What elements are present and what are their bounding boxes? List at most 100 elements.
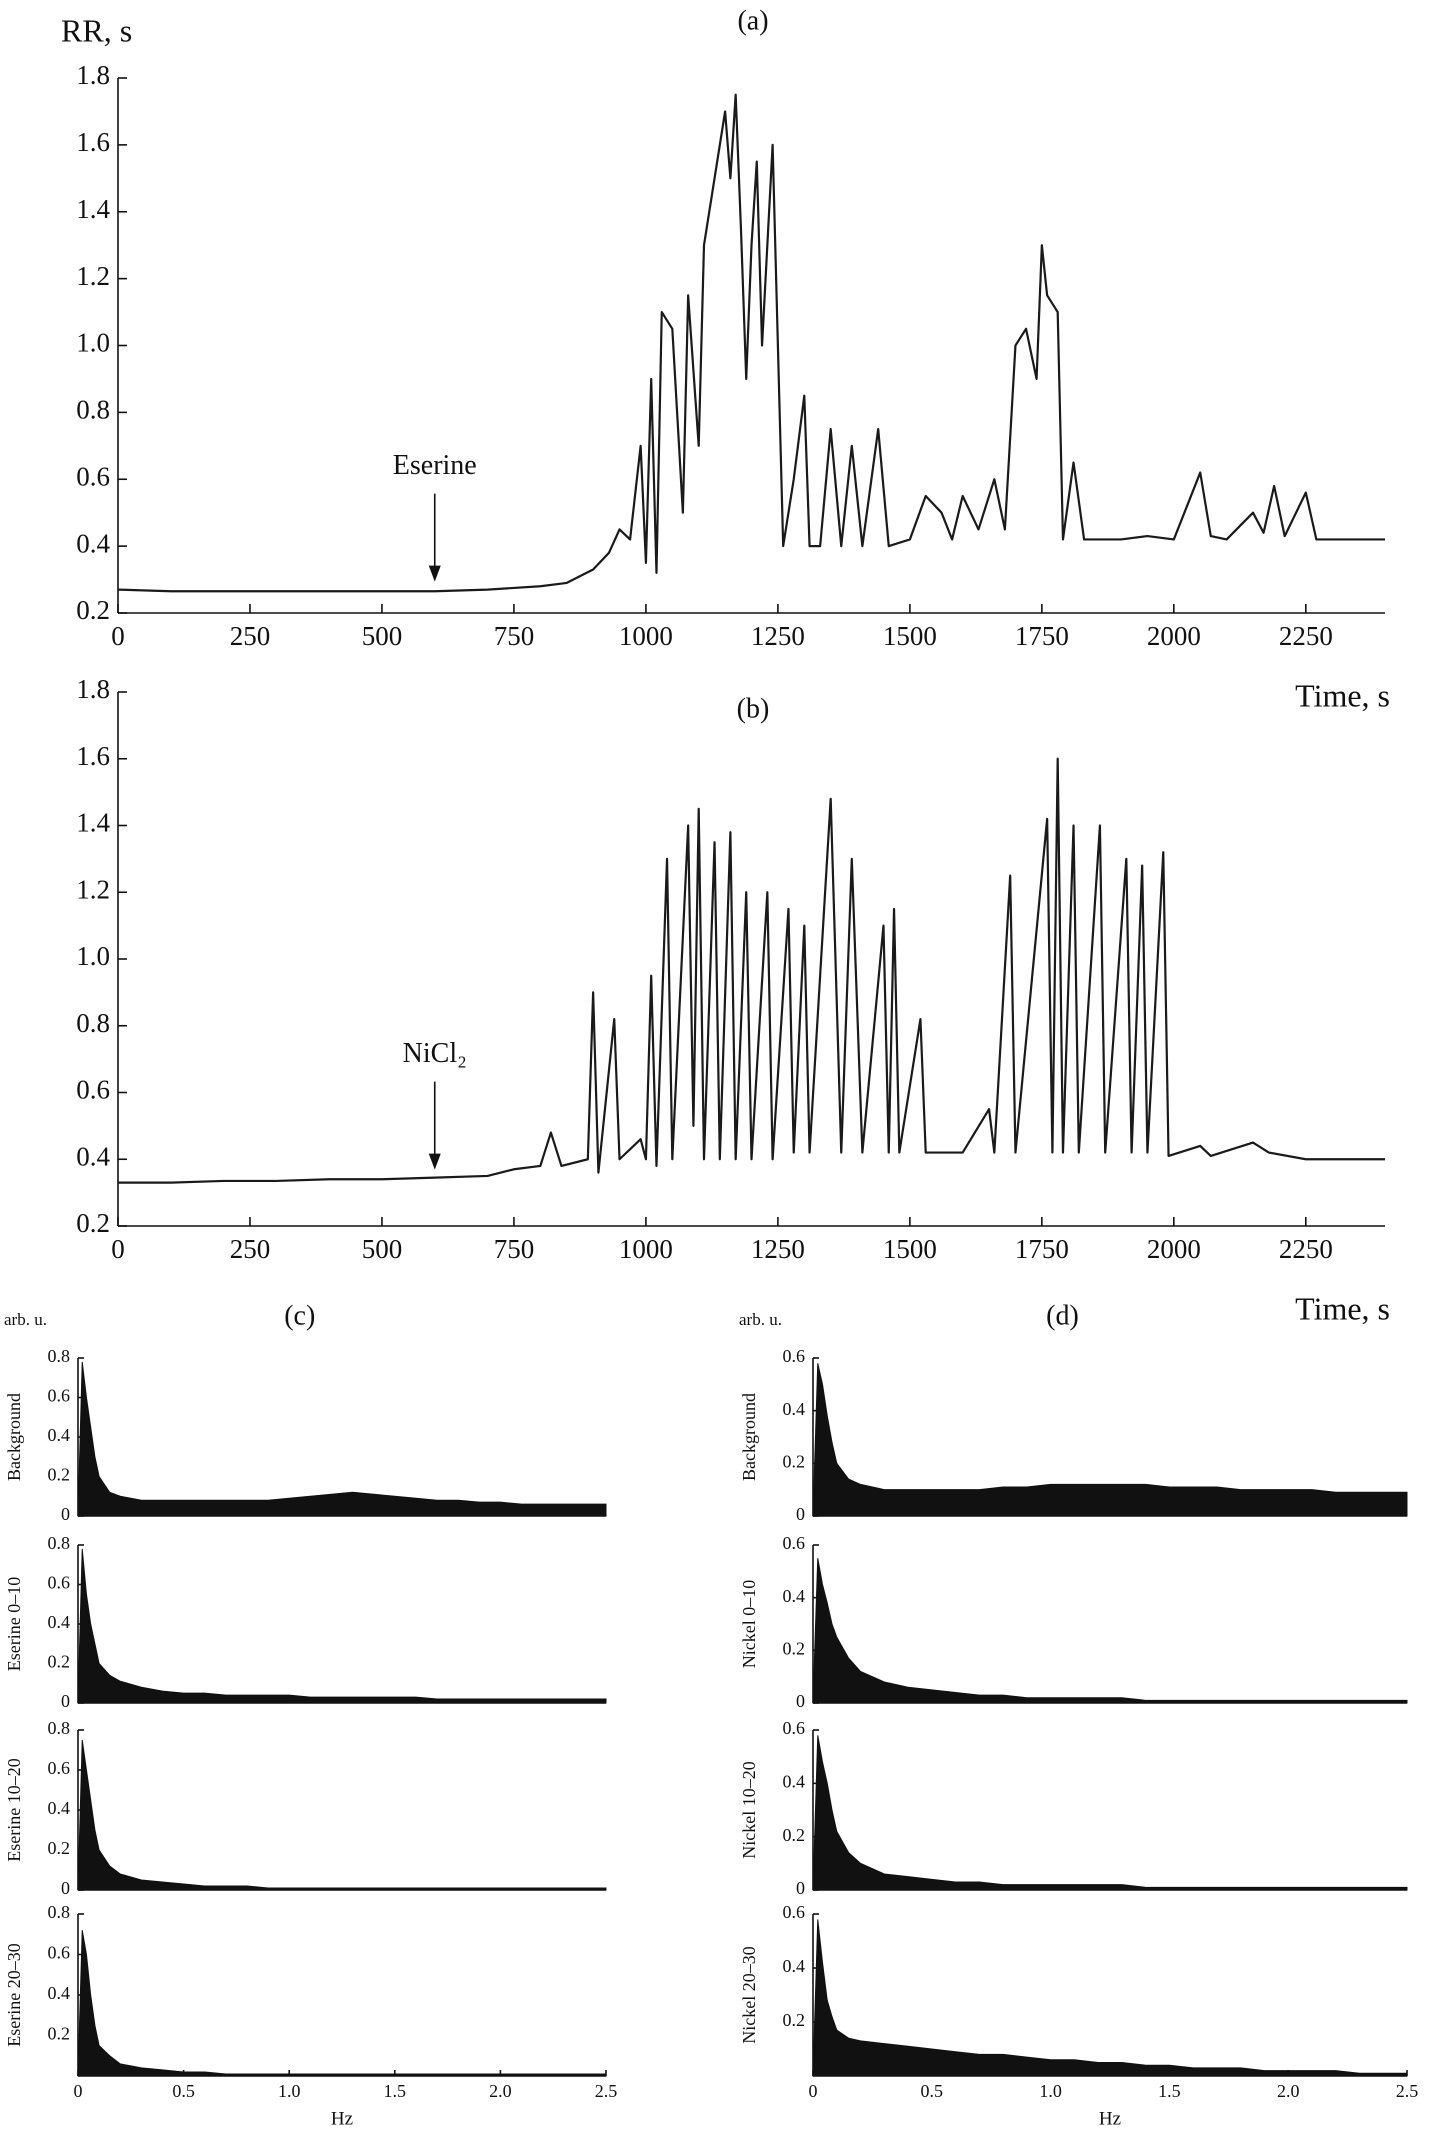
x-tick-label: 0: [111, 621, 125, 651]
panel-title: (b): [737, 693, 770, 724]
x-tick-label: 0.5: [172, 2081, 195, 2101]
y-tick-label: 0: [61, 1878, 70, 1898]
y-axis-label: Background: [4, 1393, 24, 1481]
x-tick-label: 500: [362, 1234, 403, 1264]
y-tick-label: 0.2: [783, 1638, 806, 1658]
x-tick-label: 250: [230, 621, 271, 651]
x-tick-label: 1000: [619, 621, 673, 651]
y-tick-label: 0.2: [48, 2024, 71, 2044]
annotation-arrowhead: [428, 565, 441, 582]
y-axis-label: Eserine 10–20: [4, 1758, 24, 1861]
x-tick-label: 750: [494, 1234, 535, 1264]
y-tick-label: 0.6: [76, 1075, 110, 1105]
y-tick-label: 0.6: [48, 1943, 71, 1963]
x-tick-label: 1.0: [278, 2081, 301, 2101]
spectrum: [77, 1548, 607, 1704]
y-tick-label: 0.4: [48, 1425, 71, 1445]
y-tick-label: 1.8: [76, 674, 110, 704]
y-tick-label: 0.4: [76, 528, 110, 558]
panel-title: (d): [1046, 1300, 1079, 1331]
y-axis-label: Nickel 20–30: [739, 1946, 759, 2043]
x-tick-label: 1.5: [384, 2081, 407, 2101]
annotation: Eserine: [393, 450, 477, 481]
y-tick-label: 0.6: [783, 1533, 806, 1553]
rr-line: [118, 757, 1385, 1184]
spectrum: [812, 1363, 1408, 1517]
y-tick-label: 0.4: [48, 1983, 71, 2003]
y-tick-label: 0.8: [76, 1008, 110, 1038]
panel-title: (c): [284, 1300, 315, 1331]
spectrum: [812, 1735, 1408, 1891]
x-tick-label: 1500: [883, 621, 937, 651]
y-axis-label: Background: [739, 1393, 759, 1481]
y-tick-label: 0.4: [783, 1399, 806, 1419]
y-tick-label: 1.0: [76, 941, 110, 971]
x-tick-label: 0: [111, 1234, 125, 1264]
y-tick-label: 0.4: [783, 1956, 806, 1976]
y-tick-label: 0.8: [48, 1718, 71, 1738]
x-tick-label: 750: [494, 621, 535, 651]
x-tick-label: 2250: [1279, 621, 1333, 651]
y-tick-label: 1.2: [76, 261, 110, 291]
x-tick-label: 1750: [1015, 621, 1069, 651]
x-tick-label: 0.5: [921, 2081, 944, 2101]
y-tick-label: 0.2: [76, 1208, 110, 1238]
x-tick-label: 1500: [883, 1234, 937, 1264]
x-tick-label: 2.0: [489, 2081, 512, 2101]
y-tick-label: 0.4: [48, 1798, 71, 1818]
y-tick-label: 1.4: [76, 808, 110, 838]
x-axis-label: Hz: [331, 2108, 353, 2129]
y-tick-label: 0.2: [76, 595, 110, 625]
y-tick-label: 1.2: [76, 874, 110, 904]
y-tick-label: 0.2: [783, 1451, 806, 1471]
y-tick-label: 0.2: [48, 1652, 71, 1672]
y-axis-label: Nickel 0–10: [739, 1580, 759, 1668]
x-axis-label: Hz: [1099, 2108, 1121, 2129]
y-tick-label: 1.6: [76, 127, 110, 157]
y-tick-label: 0.4: [48, 1612, 71, 1632]
y-tick-label: 0.6: [48, 1758, 71, 1778]
y-tick-label: 1.6: [76, 741, 110, 771]
y-tick-label: 0.4: [783, 1771, 806, 1791]
y-tick-label: 0.2: [783, 2010, 806, 2030]
x-tick-label: 2250: [1279, 1234, 1333, 1264]
x-tick-label: 500: [362, 621, 403, 651]
y-unit: arb. u.: [739, 1310, 782, 1329]
y-tick-label: 0.8: [48, 1346, 71, 1366]
y-tick-label: 0: [61, 1504, 70, 1524]
y-axis-label: Eserine 20–30: [4, 1943, 24, 2046]
x-tick-label: 2000: [1147, 621, 1201, 651]
annotation: NiCl₂: [403, 1038, 467, 1069]
y-tick-label: 0.2: [48, 1838, 71, 1858]
spectrum: [77, 1739, 607, 1891]
x-tick-label: 2000: [1147, 1234, 1201, 1264]
x-tick-label: 1.0: [1039, 2081, 1062, 2101]
x-axis-label: Time, s: [1295, 1290, 1390, 1326]
y-tick-label: 0.6: [783, 1902, 806, 1922]
y-tick-label: 0.6: [783, 1346, 806, 1366]
y-tick-label: 1.4: [76, 194, 110, 224]
x-tick-label: 2.0: [1277, 2081, 1300, 2101]
spectrum: [77, 1930, 607, 2077]
rr-line: [117, 93, 1385, 593]
x-tick-label: 2.5: [595, 2081, 618, 2101]
y-tick-label: 0.6: [48, 1386, 71, 1406]
x-tick-label: 1250: [751, 1234, 805, 1264]
y-tick-label: 1.8: [76, 60, 110, 90]
x-axis-label: Time, s: [1295, 677, 1390, 713]
y-tick-label: 0.6: [76, 461, 110, 491]
spectrum: [77, 1361, 607, 1517]
x-tick-label: 250: [230, 1234, 271, 1264]
y-tick-label: 0.8: [48, 1533, 71, 1553]
x-tick-label: 0: [74, 2081, 83, 2101]
spectrum: [812, 1558, 1408, 1704]
panel-title: (a): [737, 5, 768, 36]
y-axis-label: Nickel 10–20: [739, 1761, 759, 1858]
y-tick-label: 0.4: [783, 1586, 806, 1606]
spectrum: [812, 1919, 1408, 2077]
annotation-arrowhead: [428, 1153, 441, 1170]
y-tick-label: 0.2: [783, 1825, 806, 1845]
y-tick-label: 0.8: [48, 1902, 71, 1922]
y-tick-label: 0: [796, 1504, 805, 1524]
